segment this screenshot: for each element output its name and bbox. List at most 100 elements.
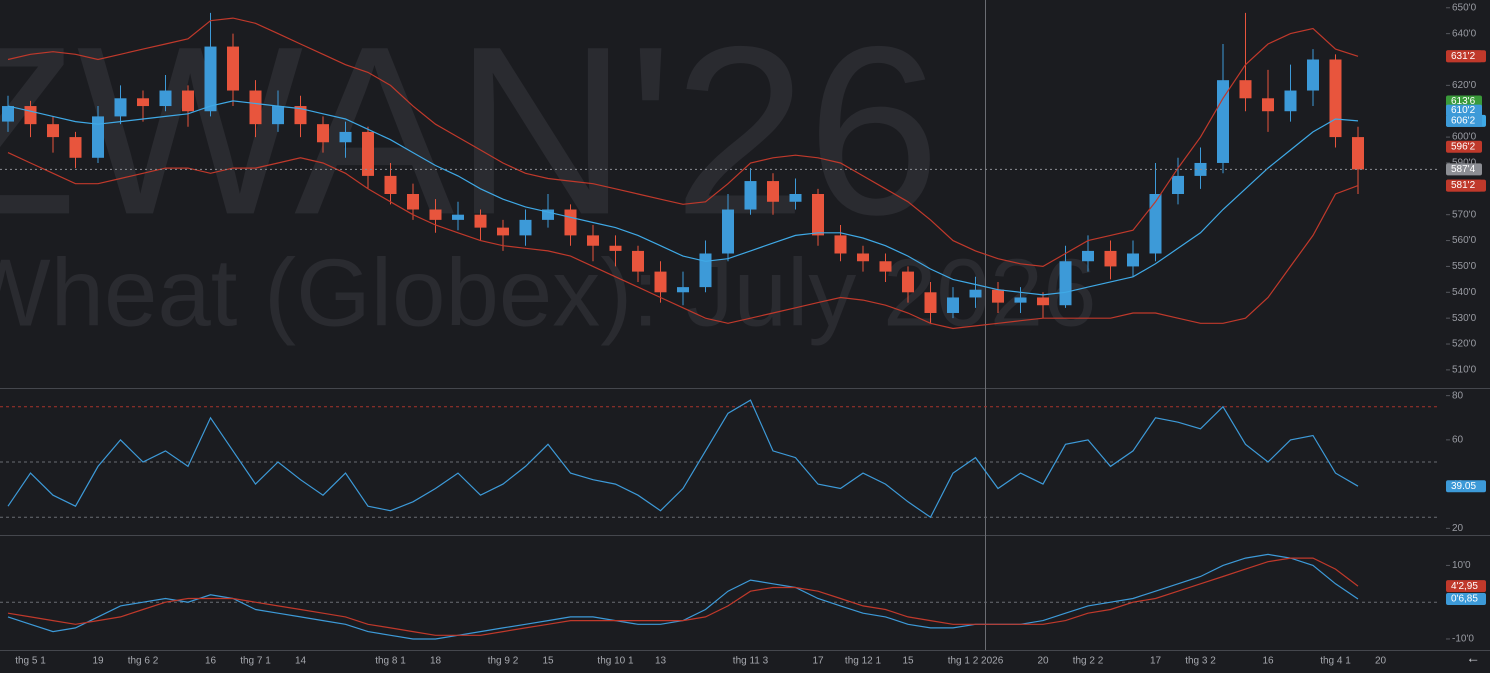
candle-body [1239, 80, 1252, 99]
x-tick-label: thg 10 1 [597, 656, 634, 667]
candle-body [429, 209, 442, 220]
candle-body [384, 175, 397, 194]
candle-body [519, 219, 532, 236]
last-value-label: 39.05 [1451, 481, 1476, 492]
candle-body [159, 90, 172, 107]
candle-body [92, 116, 104, 158]
watermark-name: Wheat (Globex): July 2026 [0, 239, 1097, 346]
price-badge [1446, 95, 1482, 108]
candle-body [1082, 250, 1094, 262]
candle-body [947, 297, 959, 313]
candle-body [879, 261, 892, 272]
candle-body [317, 124, 329, 143]
y-tick-label: 570'0 [1452, 209, 1477, 220]
y-tick-label: 640'0 [1452, 28, 1477, 39]
x-tick-label: thg 3 2 [1185, 656, 1216, 667]
last-value-badge [1446, 580, 1486, 593]
x-tick-label: thg 12 1 [845, 656, 882, 667]
candle-body [2, 106, 14, 122]
series-line [7, 557, 1359, 636]
price-badge-label: 631'2 [1451, 51, 1476, 62]
series-line [7, 100, 1359, 296]
watermark-symbol: ZWAN'26 [0, 0, 940, 264]
candle-body [24, 106, 37, 125]
price-badge [1446, 140, 1482, 153]
candle-body [857, 253, 869, 262]
x-tick-label: 13 [655, 656, 667, 667]
candle-body [114, 98, 127, 117]
candle-body [1059, 261, 1072, 306]
x-tick-label: 20 [1037, 656, 1049, 667]
candle-body [924, 292, 937, 313]
candle-body [632, 250, 644, 272]
x-tick-label: thg 4 1 [1320, 656, 1351, 667]
candle-body [609, 245, 622, 251]
x-tick-label: 18 [430, 656, 442, 667]
y-tick-label: 560'0 [1452, 235, 1477, 246]
scroll-back-icon[interactable]: ← [1466, 650, 1480, 666]
candle-body [1217, 80, 1229, 163]
candle-body [564, 209, 577, 236]
candle-body [339, 131, 352, 143]
x-tick-label: 17 [1150, 656, 1162, 667]
x-tick-label: 16 [205, 656, 217, 667]
y-tick-label: 590'0 [1452, 158, 1477, 169]
candle-body [902, 271, 914, 293]
x-tick-label: 20 [1375, 656, 1387, 667]
candle-body [249, 90, 262, 125]
x-tick-label: 17 [812, 656, 824, 667]
watermark: ZWAN'26 Wheat (Globex): July 2026 [0, 0, 1097, 346]
y-tick-label: 80 [1452, 390, 1464, 401]
price-badge-label: 606'2 [1451, 116, 1476, 127]
candle-body [1262, 98, 1274, 112]
candle-body [362, 131, 374, 176]
x-tick-label: thg 9 2 [488, 656, 519, 667]
candle-body [407, 194, 419, 210]
candle-body [587, 235, 599, 246]
y-tick-label: 650'0 [1452, 2, 1477, 13]
candle-body [992, 289, 1004, 303]
candle-body [47, 124, 59, 138]
y-tick-label: 510'0 [1452, 365, 1477, 376]
candle-body [744, 181, 757, 210]
last-value-label: 4'2,95 [1451, 581, 1478, 592]
candle-body [699, 253, 712, 288]
candle-body [182, 90, 194, 112]
x-tick-label: 19 [92, 656, 104, 667]
y-tick-label: 620'0 [1452, 80, 1477, 91]
candle-body [497, 227, 509, 236]
candle-body [542, 209, 554, 220]
x-tick-label: 15 [542, 656, 554, 667]
candle-body [69, 137, 82, 158]
candle-body [812, 194, 824, 236]
candle-body [1149, 194, 1162, 254]
y-tick-label: 530'0 [1452, 313, 1477, 324]
candle-body [969, 289, 982, 298]
x-tick-label: thg 5 1 [15, 656, 46, 667]
candle-body [789, 194, 802, 202]
price-badge-label: 596'2 [1451, 141, 1476, 152]
x-tick-label: thg 2 2 [1073, 656, 1104, 667]
x-tick-label: thg 8 1 [375, 656, 406, 667]
candle-body [722, 209, 734, 254]
price-badge-label: 581'2 [1451, 180, 1476, 191]
candle-body [1352, 137, 1364, 170]
series-line [7, 17, 1359, 268]
candle-body [227, 46, 239, 91]
candle-body [654, 271, 667, 293]
price-badge-label: 610'2 [1451, 105, 1476, 116]
x-tick-label: thg 1 2 2026 [948, 656, 1004, 667]
candle-body [834, 235, 847, 254]
price-badge [1446, 114, 1482, 127]
candle-body [1037, 297, 1049, 306]
x-tick-label: thg 11 3 [733, 656, 769, 667]
x-tick-label: 15 [902, 656, 914, 667]
y-tick-label: -10'0 [1452, 634, 1474, 645]
candle-body [1329, 59, 1342, 138]
candle-body [1127, 253, 1139, 267]
last-value-label: 0'6,85 [1451, 594, 1478, 605]
y-tick-label: 60 [1452, 435, 1464, 446]
